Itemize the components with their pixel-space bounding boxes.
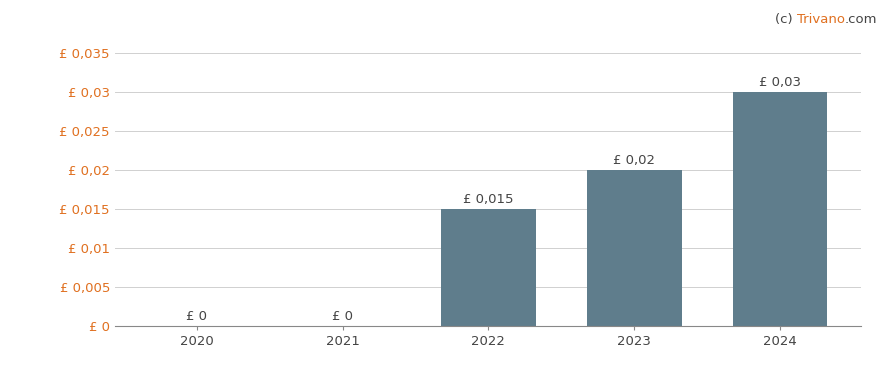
Text: (c) Trivano.com: (c) Trivano.com: [0, 369, 1, 370]
Text: Trivano: Trivano: [797, 13, 844, 26]
Bar: [733, 92, 828, 326]
Bar: [587, 170, 682, 326]
Bar: [441, 209, 535, 326]
Text: £ 0,03: £ 0,03: [759, 76, 801, 89]
Text: £ 0: £ 0: [332, 310, 353, 323]
Text: .com: .com: [844, 13, 877, 26]
Text: (c): (c): [775, 13, 797, 26]
Text: (c) Trivano: (c) Trivano: [0, 369, 1, 370]
Text: £ 0: £ 0: [186, 310, 207, 323]
Text: .com: .com: [0, 369, 1, 370]
Text: (c): (c): [0, 369, 1, 370]
Text: (c) Trivano.com: (c) Trivano.com: [0, 369, 1, 370]
Text: £ 0,02: £ 0,02: [614, 154, 655, 167]
Text: Trivano: Trivano: [0, 369, 1, 370]
Text: (c) Trivano.com: (c) Trivano.com: [0, 369, 1, 370]
Text: £ 0,015: £ 0,015: [464, 193, 513, 206]
